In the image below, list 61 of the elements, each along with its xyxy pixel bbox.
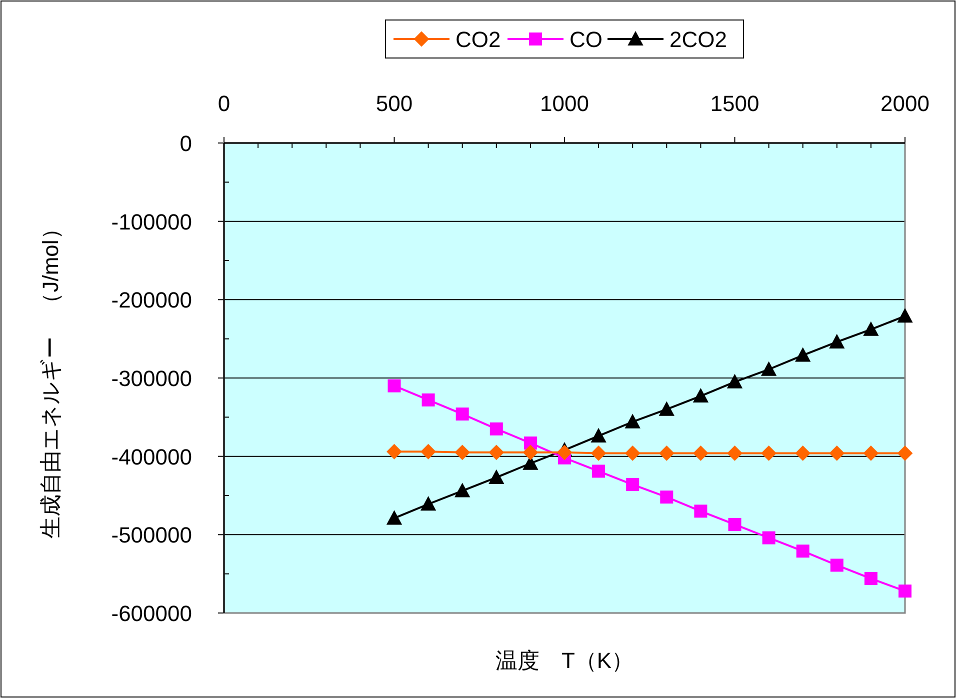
- point: [728, 518, 742, 531]
- point: [727, 374, 742, 388]
- point: [388, 379, 401, 392]
- point: [591, 446, 606, 461]
- point: [694, 504, 708, 518]
- point: [659, 402, 674, 416]
- point: [898, 308, 912, 323]
- x-tick-label: 1500: [710, 91, 760, 116]
- legend-label: CO2: [456, 27, 501, 52]
- point: [488, 470, 504, 484]
- point: [454, 483, 470, 498]
- point: [488, 444, 504, 460]
- x-tick-label: 1000: [540, 91, 589, 116]
- x-tick-label: 0: [218, 91, 230, 116]
- point: [864, 572, 878, 586]
- point: [591, 428, 606, 442]
- point: [761, 446, 776, 461]
- y-tick-label: 0: [180, 131, 192, 156]
- point: [522, 444, 538, 460]
- x-tick-label: 2000: [880, 91, 930, 116]
- point: [693, 446, 708, 461]
- point: [659, 446, 674, 461]
- point: [829, 334, 844, 348]
- point: [762, 531, 776, 544]
- point: [660, 490, 674, 504]
- point: [796, 544, 810, 558]
- y-tick-label: -100000: [111, 209, 192, 234]
- legend-label: CO: [570, 27, 602, 52]
- point: [625, 414, 640, 428]
- point: [863, 322, 878, 336]
- point: [829, 446, 844, 461]
- point: [727, 446, 742, 461]
- point: [626, 478, 640, 492]
- x-tick-label: 500: [376, 91, 413, 116]
- y-tick-label: -500000: [111, 522, 192, 548]
- legend-label: 2CO2: [670, 27, 727, 52]
- point: [863, 446, 878, 461]
- y-tick-label: -200000: [111, 288, 192, 313]
- point: [693, 388, 708, 403]
- point: [386, 510, 402, 525]
- y-tick-label: -300000: [111, 366, 192, 391]
- x-axis-title: 温度 T（K）: [495, 648, 634, 673]
- y-tick-label: -400000: [111, 444, 192, 470]
- point: [830, 558, 844, 572]
- point: [898, 584, 912, 598]
- point: [420, 444, 436, 460]
- point: [761, 362, 776, 376]
- point: [386, 444, 402, 460]
- point: [592, 464, 606, 478]
- y-axis-title: 生成自由エネルギー （J/mol）: [38, 218, 63, 538]
- point: [422, 393, 435, 406]
- point: [625, 446, 640, 461]
- y-tick-label: -600000: [111, 601, 192, 626]
- point: [420, 496, 436, 511]
- point: [456, 408, 469, 421]
- point: [795, 446, 810, 461]
- point: [454, 444, 470, 460]
- point: [490, 422, 503, 436]
- point: [898, 446, 912, 461]
- point: [795, 348, 810, 362]
- point: [557, 444, 572, 460]
